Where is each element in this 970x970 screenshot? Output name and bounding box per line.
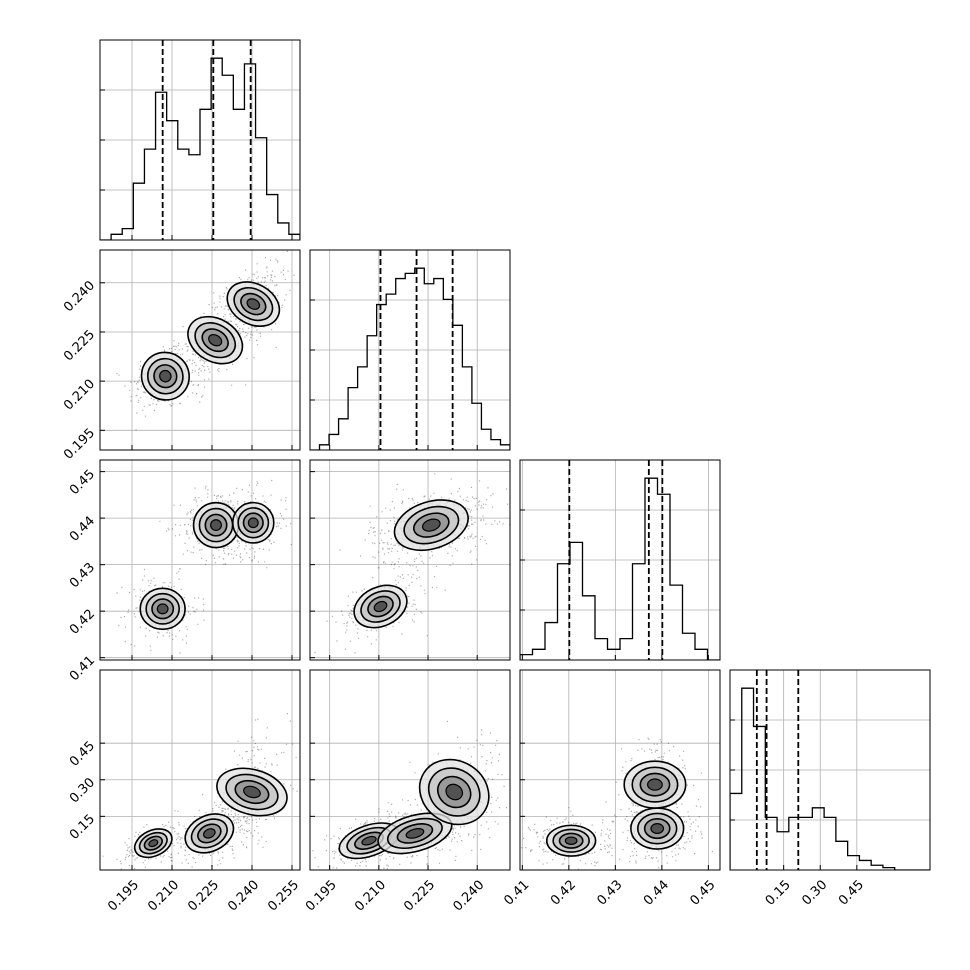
y-tick-label: 0.41: [67, 653, 98, 684]
density-contour: [247, 517, 259, 529]
panel-frame: [99, 669, 301, 871]
panel-content: [100, 460, 300, 660]
x-tick-label: 0.195: [105, 878, 142, 915]
panel-frame: [309, 459, 511, 661]
histogram-step: [310, 267, 510, 450]
panel-content: [310, 460, 510, 660]
density-contour: [243, 785, 261, 799]
density-contour: [650, 823, 665, 835]
x-tick-label: 0.45: [836, 878, 867, 909]
x-tick-label: 0.15: [763, 878, 794, 909]
density-contour: [373, 600, 388, 613]
density-contour: [156, 603, 169, 615]
panel-content: [520, 670, 720, 870]
panel-frame: [729, 669, 931, 871]
scatter-points: [521, 737, 713, 870]
panel-frame: [99, 39, 301, 241]
density-contour: [405, 828, 425, 839]
y-tick-label: 0.30: [67, 775, 98, 806]
panel-0-0: [99, 39, 301, 241]
panel-frame: [309, 249, 511, 451]
density-contour: [210, 519, 222, 532]
x-tick-label: 0.210: [145, 878, 182, 915]
panel-3-1: [309, 669, 511, 871]
scatter-points: [314, 473, 510, 654]
x-tick-label: 0.195: [303, 878, 340, 915]
y-tick-label: 0.210: [61, 377, 98, 414]
density-contour: [246, 298, 261, 310]
density-contour: [647, 778, 663, 791]
panel-3-0: [99, 669, 301, 871]
y-tick-label: 0.225: [61, 327, 98, 364]
x-tick-label: 0.240: [225, 878, 262, 915]
x-tick-label: 0.44: [641, 878, 672, 909]
x-tick-label: 0.30: [799, 878, 830, 909]
panel-frame: [519, 459, 721, 661]
y-tick-label: 0.44: [67, 514, 98, 545]
panel-frame: [519, 669, 721, 871]
y-tick-label: 0.195: [61, 426, 98, 463]
scatter-points: [102, 713, 298, 870]
panel-content: [310, 250, 510, 450]
x-tick-label: 0.45: [687, 878, 718, 909]
scatter-points: [116, 250, 295, 431]
density-contour: [564, 836, 578, 845]
density-contour: [361, 835, 377, 846]
x-tick-label: 0.225: [401, 878, 438, 915]
x-tick-label: 0.210: [352, 878, 389, 915]
panel-frame: [99, 459, 301, 661]
panel-2-1: [309, 459, 511, 661]
x-tick-label: 0.42: [548, 878, 579, 909]
panel-3-3: [729, 669, 931, 871]
x-tick-label: 0.41: [501, 878, 532, 909]
density-contour: [159, 369, 172, 383]
x-tick-label: 0.240: [450, 878, 487, 915]
x-tick-label: 0.255: [265, 878, 302, 915]
x-tick-label: 0.43: [594, 878, 625, 909]
y-tick-label: 0.45: [67, 739, 98, 770]
panel-2-0: [99, 459, 301, 661]
panel-content: [100, 40, 300, 240]
panel-content: [730, 670, 930, 870]
panel-content: [310, 670, 510, 870]
histogram-step: [520, 477, 720, 660]
y-tick-label: 0.240: [61, 278, 98, 315]
panel-content: [520, 460, 720, 660]
density-contour: [421, 518, 441, 532]
panel-content: [100, 670, 300, 870]
panel-2-2: [519, 459, 721, 661]
histogram-step: [730, 687, 930, 870]
panel-frame: [99, 249, 301, 451]
panel-3-2: [519, 669, 721, 871]
y-tick-label: 0.43: [67, 560, 98, 591]
y-tick-label: 0.42: [67, 607, 98, 638]
panel-1-1: [309, 249, 511, 451]
density-contour: [148, 839, 159, 848]
density-contour: [445, 783, 464, 801]
y-tick-label: 0.45: [67, 467, 98, 498]
y-tick-label: 0.15: [67, 812, 98, 843]
x-tick-label: 0.225: [185, 878, 222, 915]
panel-1-0: [99, 249, 301, 451]
density-contour: [202, 828, 216, 839]
panel-frame: [309, 669, 511, 871]
histogram-step: [100, 57, 300, 240]
density-contour: [208, 333, 223, 347]
panel-content: [100, 250, 300, 450]
